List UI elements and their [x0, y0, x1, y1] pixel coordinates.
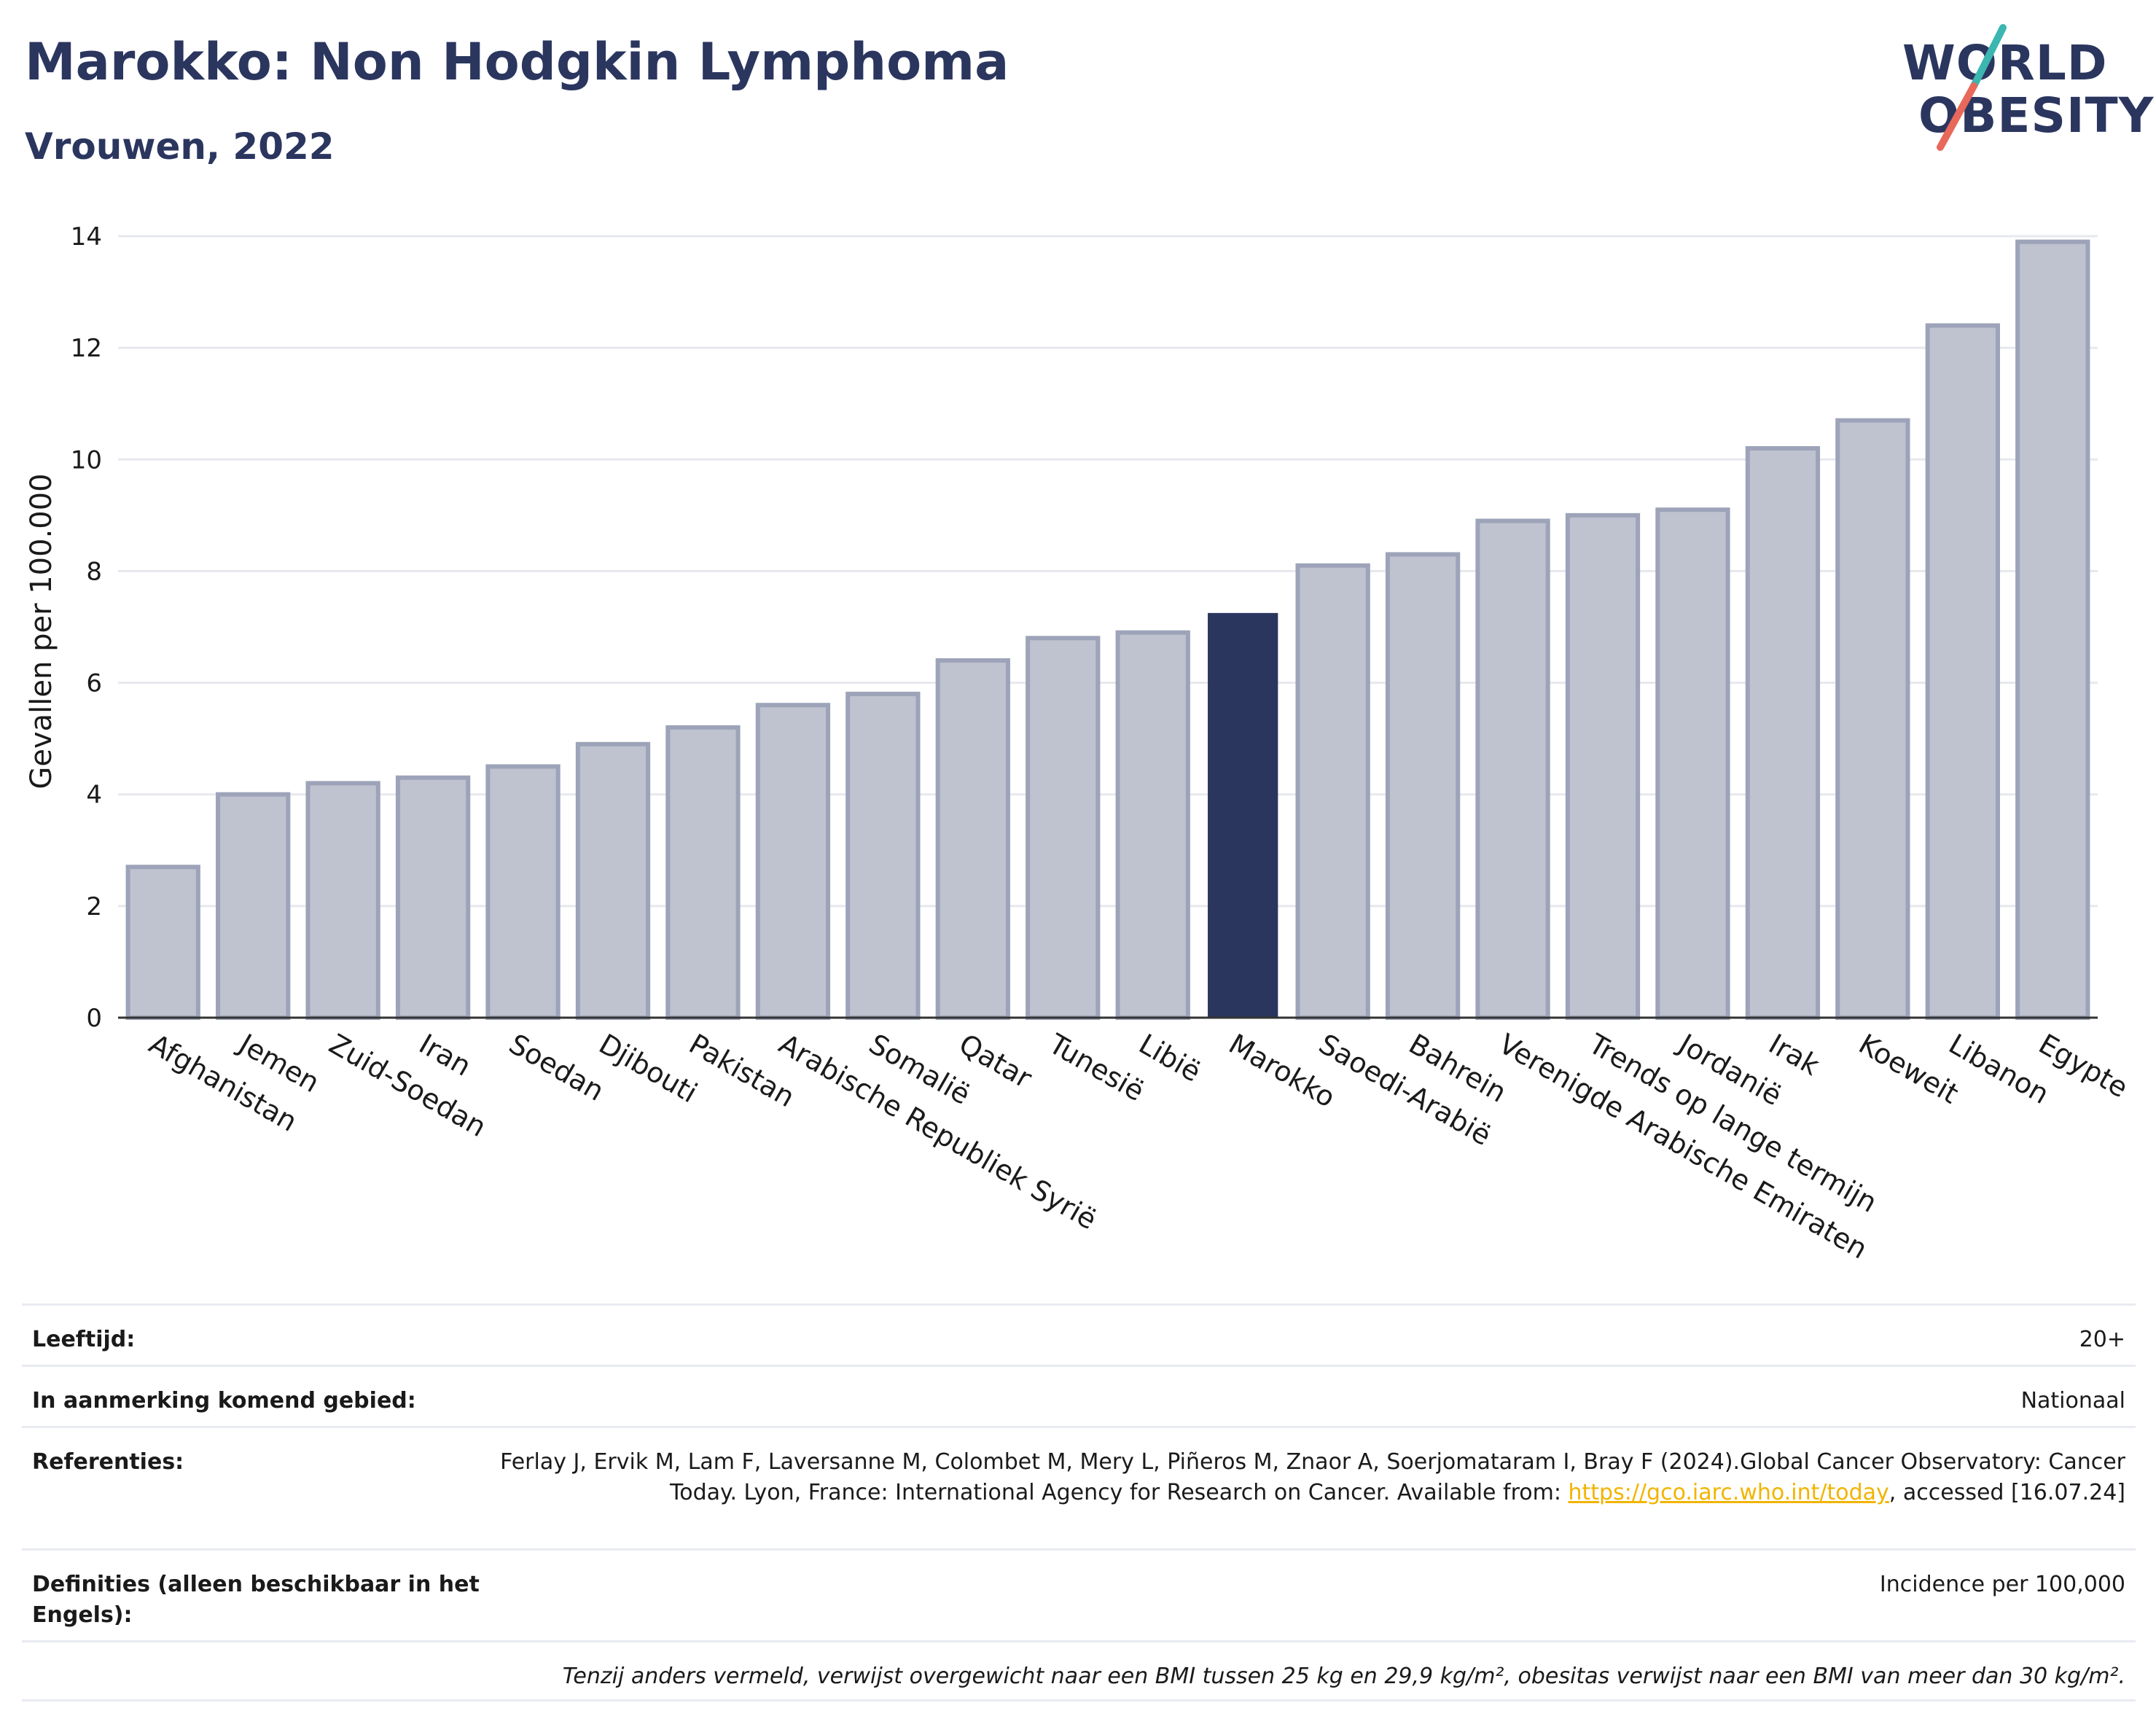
bar-libi-: [1115, 630, 1190, 1020]
references-value: Ferlay J, Ervik M, Lam F, Laversanne M, …: [499, 1447, 2125, 1548]
info-row-area: In aanmerking komend gebied: Nationaal: [22, 1365, 2136, 1426]
bar-pakistan: [665, 725, 741, 1020]
bar-marokko: [1208, 612, 1278, 1018]
bar-koeweit: [1835, 418, 1910, 1020]
page-subtitle: Vrouwen, 2022: [25, 125, 335, 168]
bar-somali-: [845, 691, 921, 1021]
references-accessed: , accessed [16.07.24]: [1889, 1480, 2125, 1505]
bar-jordani-: [1655, 507, 1730, 1020]
info-row-definitions: Definities (alleen beschikbaar in het En…: [22, 1548, 2136, 1640]
bar-irak: [1745, 445, 1821, 1020]
bar-libanon: [1925, 323, 2000, 1020]
y-tick-label: 10: [71, 445, 102, 475]
y-tick-label: 6: [86, 669, 102, 698]
definitions-value: Incidence per 100,000: [1879, 1572, 2125, 1597]
bar-egypte: [2015, 239, 2090, 1021]
x-tick-label: Koeweit: [1854, 1028, 1964, 1110]
info-row-references: Referenties: Ferlay J, Ervik M, Lam F, L…: [22, 1426, 2136, 1548]
y-axis-ticks: 0 2 4 6 8 10 12 14: [71, 222, 102, 1033]
bar-soedan: [485, 764, 561, 1021]
y-tick-label: 0: [86, 1004, 102, 1033]
page-title: Marokko: Non Hodgkin Lymphoma: [25, 32, 1009, 92]
logo-slash-icon: [1937, 24, 2007, 151]
x-tick-label: Zuid-Soedan: [324, 1028, 491, 1143]
area-value: Nationaal: [2020, 1388, 2125, 1414]
bmi-note: Tenzij anders vermeld, verwijst overgewi…: [562, 1664, 2125, 1689]
bar-bahrein: [1385, 552, 1461, 1020]
bar-iran: [395, 775, 471, 1020]
definitions-label: Definities (alleen beschikbaar in het En…: [32, 1572, 480, 1628]
logo-line-1: WORLD: [1902, 35, 2108, 91]
bar-trends-op-lange-termijn: [1565, 512, 1641, 1021]
bar-tunesi-: [1026, 636, 1101, 1020]
bar-jemen: [216, 792, 291, 1020]
bar-qatar: [935, 658, 1010, 1020]
y-axis-label: Gevallen per 100.000: [25, 473, 58, 789]
references-text: Ferlay J, Ervik M, Lam F, Laversanne M, …: [500, 1449, 2125, 1505]
info-row-age: Leeftijd: 20+: [22, 1303, 2136, 1365]
bar-saoedi-arabi-: [1295, 563, 1370, 1020]
area-label: In aanmerking komend gebied:: [32, 1388, 416, 1414]
world-obesity-logo: WORLD OBESITY: [1902, 22, 2153, 157]
y-tick-label: 8: [86, 557, 102, 586]
y-tick-label: 14: [71, 222, 102, 252]
info-row-note: Tenzij anders vermeld, verwijst overgewi…: [22, 1640, 2136, 1701]
y-tick-label: 2: [86, 892, 102, 921]
x-tick-label: Djibouti: [594, 1028, 703, 1110]
bar-afghanistan: [125, 865, 200, 1020]
bar-verenigde-arabische-emiraten: [1475, 518, 1550, 1020]
age-value: 20+: [2079, 1327, 2125, 1352]
x-tick-label: Soedan: [504, 1028, 609, 1107]
references-link[interactable]: https://gco.iarc.who.int/today: [1568, 1480, 1889, 1505]
info-table: Leeftijd: 20+ In aanmerking komend gebie…: [22, 1303, 2136, 1701]
y-tick-label: 12: [71, 334, 102, 363]
chart-bars: [125, 239, 2090, 1021]
bar-arabische-republiek-syri-: [755, 703, 831, 1020]
x-tick-label: Irak: [1763, 1028, 1824, 1082]
x-tick-label: Tunesië: [1043, 1027, 1149, 1107]
age-label: Leeftijd:: [32, 1327, 136, 1352]
bar-djibouti: [575, 741, 651, 1020]
references-label: Referenties:: [32, 1449, 184, 1475]
x-tick-label: Iran: [414, 1028, 477, 1083]
y-tick-label: 4: [86, 781, 102, 810]
x-tick-label: Libanon: [1943, 1028, 2054, 1110]
bar-zuid-soedan: [305, 781, 380, 1021]
